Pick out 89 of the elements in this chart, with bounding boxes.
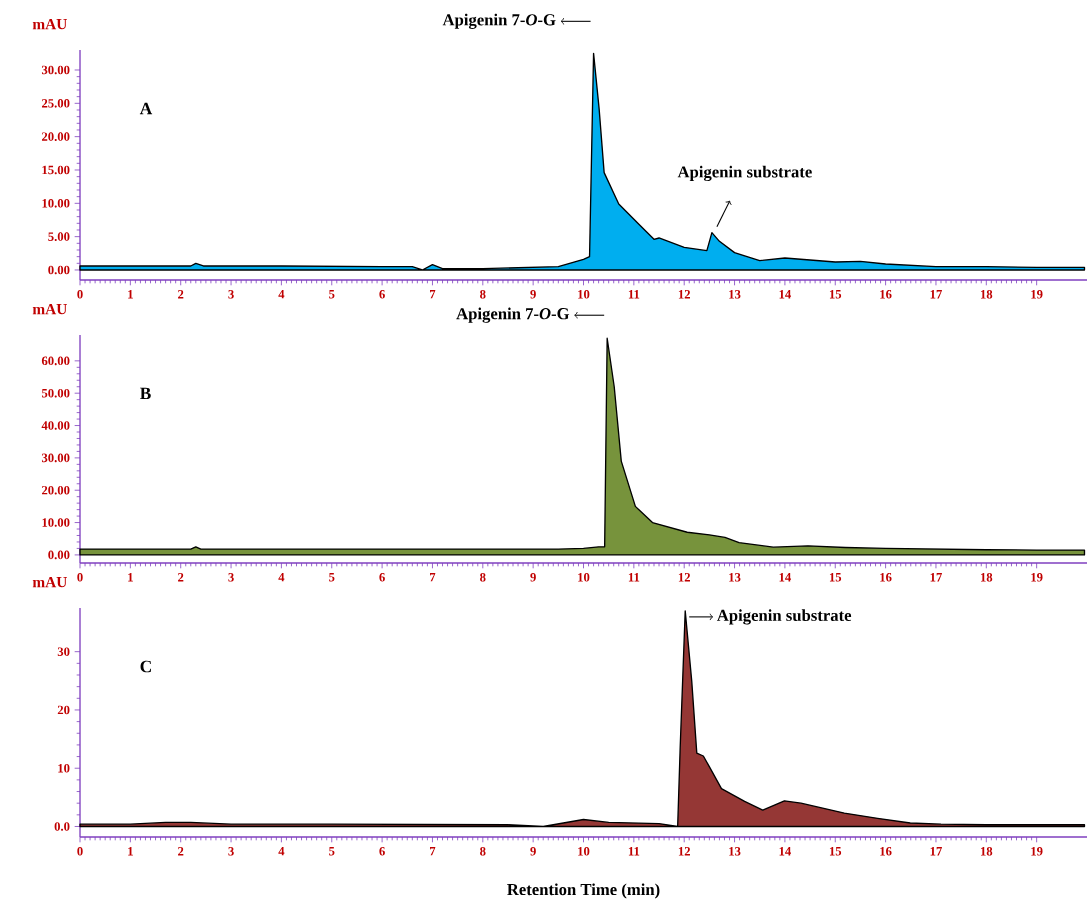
x-tick-label: 4	[278, 573, 285, 582]
x-tick-label: 17	[930, 847, 942, 856]
y-tick-label: 20.00	[41, 132, 70, 141]
y-tick-label: 20	[57, 705, 70, 715]
x-tick-label: 7	[430, 847, 436, 856]
x-tick-label: 2	[178, 290, 184, 299]
x-tick-label: 18	[980, 290, 993, 299]
y-tick-label: 30.00	[41, 65, 70, 75]
y-tick-label: 20.00	[41, 485, 70, 495]
x-tick-label: 14	[779, 847, 792, 856]
x-tick-label: 5	[329, 847, 335, 856]
x-tick-label: 11	[628, 847, 640, 856]
x-tick-label: 12	[678, 290, 690, 299]
x-tick-label: 9	[530, 847, 536, 856]
x-tick-label: 6	[379, 290, 385, 299]
x-tick-label: 0	[77, 573, 83, 582]
x-tick-label: 0	[77, 290, 83, 299]
y-axis-title: mAU	[32, 19, 67, 30]
x-tick-label: 17	[930, 290, 942, 299]
x-tick-label: 12	[678, 573, 690, 582]
x-tick-label: 13	[729, 290, 741, 299]
x-tick-label: 11	[628, 573, 640, 582]
x-tick-label: 15	[829, 573, 842, 582]
y-axis-title: mAU	[32, 577, 67, 588]
x-tick-label: 12	[678, 847, 690, 856]
y-tick-label: 10.00	[42, 518, 70, 527]
y-tick-label: 40.00	[41, 421, 70, 430]
annotation: Apigenin substrate	[677, 165, 812, 182]
x-tick-label: 9	[530, 573, 536, 582]
x-tick-label: 4	[278, 847, 285, 856]
x-tick-label: 10	[578, 573, 590, 582]
x-axis-title: Retention Time (min)	[507, 883, 660, 899]
x-tick-label: 1	[128, 573, 133, 582]
x-tick-label: 14	[779, 290, 792, 299]
x-tick-label: 9	[530, 290, 536, 299]
y-tick-label: 0.00	[48, 265, 70, 275]
annotation: Apigenin substrate	[716, 609, 852, 625]
text: A	[139, 102, 153, 115]
x-tick-label: 5	[329, 573, 335, 582]
x-tick-label: 19	[1031, 573, 1043, 582]
x-tick-label: 3	[228, 290, 234, 299]
x-tick-label: 4	[278, 290, 285, 299]
x-tick-label: 19	[1031, 847, 1043, 856]
x-tick-label: 3	[228, 573, 234, 582]
text: C	[140, 660, 151, 673]
x-tick-label: 10	[578, 290, 590, 299]
y-tick-label: 15.00	[42, 165, 70, 175]
x-tick-label: 6	[379, 573, 385, 582]
x-tick-label: 10	[578, 847, 590, 856]
annotation: Apigenin 7-O-G	[442, 13, 556, 29]
y-tick-label: 30	[57, 647, 70, 656]
x-tick-label: 16	[880, 573, 892, 582]
x-tick-label: 2	[178, 847, 184, 856]
x-tick-label: 17	[930, 573, 942, 582]
x-tick-label: 1	[128, 847, 133, 856]
y-tick-label: 25.00	[41, 99, 70, 108]
x-tick-label: 7	[430, 290, 436, 299]
annotation: Apigenin 7-O-G	[456, 307, 570, 323]
x-tick-label: 3	[228, 847, 234, 856]
x-tick-label: 15	[829, 290, 842, 299]
x-tick-label: 16	[880, 847, 892, 856]
x-tick-label: 2	[178, 573, 184, 582]
y-tick-label: 50.00	[41, 388, 70, 398]
x-tick-label: 19	[1031, 290, 1043, 299]
x-tick-label: 8	[480, 290, 486, 299]
x-tick-label: 18	[980, 573, 993, 582]
x-tick-label: 11	[628, 290, 640, 299]
y-tick-label: 0.0	[54, 822, 70, 831]
x-tick-label: 16	[880, 290, 892, 299]
x-tick-label: 14	[779, 573, 792, 582]
y-tick-label: 0.00	[48, 550, 70, 560]
y-axis-title: mAU	[32, 304, 67, 315]
y-tick-label: 30.00	[41, 453, 70, 463]
y-tick-label: 10.00	[42, 199, 70, 208]
x-tick-label: 6	[379, 847, 385, 856]
y-tick-label: 5.00	[48, 232, 70, 241]
x-tick-label: 18	[980, 847, 993, 856]
x-tick-label: 7	[430, 573, 436, 582]
y-tick-label: 60.00	[41, 356, 70, 366]
x-tick-label: 1	[128, 290, 133, 299]
x-tick-label: 13	[729, 847, 741, 856]
x-tick-label: 8	[480, 847, 486, 856]
x-tick-label: 13	[729, 573, 741, 582]
y-tick-label: 10	[58, 763, 70, 773]
x-tick-label: 0	[77, 847, 83, 856]
x-tick-label: 5	[329, 290, 335, 299]
text: B	[140, 387, 151, 400]
x-tick-label: 15	[829, 847, 842, 856]
x-tick-label: 8	[480, 573, 486, 582]
